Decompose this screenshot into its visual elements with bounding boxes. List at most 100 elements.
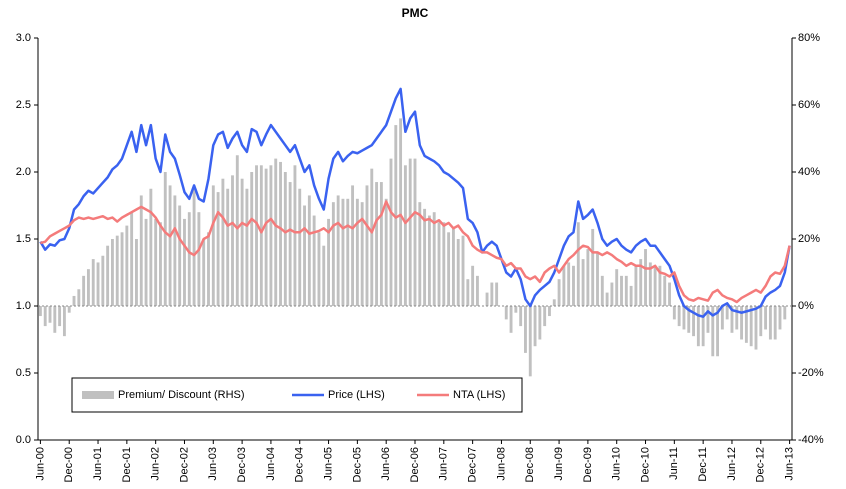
- bar: [187, 212, 191, 306]
- bar: [427, 215, 431, 306]
- x-tick-label: Jun-02: [150, 447, 162, 481]
- bar: [562, 265, 566, 306]
- x-tick-label: Jun-04: [265, 447, 277, 481]
- bar: [72, 295, 76, 306]
- y-tick-label: 0.0: [16, 434, 31, 446]
- bar: [183, 218, 186, 306]
- bar: [692, 306, 695, 337]
- bar: [67, 306, 71, 313]
- legend-label: Premium/ Discount (RHS): [118, 389, 245, 401]
- x-tick-label: Dec-10: [639, 447, 651, 482]
- bar: [514, 306, 518, 313]
- bar: [365, 185, 369, 306]
- bar: [677, 306, 681, 327]
- bar: [231, 175, 234, 306]
- legend-swatch: [82, 391, 114, 399]
- bar: [173, 195, 177, 306]
- bar: [370, 168, 374, 306]
- bar: [519, 306, 523, 327]
- bar: [485, 292, 489, 306]
- bar: [639, 259, 643, 306]
- bar: [447, 232, 451, 306]
- bar: [135, 239, 138, 306]
- bar: [701, 306, 705, 347]
- y2-tick-label: 60%: [798, 99, 820, 111]
- bar: [307, 195, 311, 306]
- bar: [331, 202, 335, 306]
- bar: [653, 265, 657, 306]
- y2-tick-label: 80%: [798, 32, 820, 44]
- y-tick-label: 3.0: [16, 32, 31, 44]
- x-tick-label: Jun-08: [495, 447, 507, 481]
- x-tick-label: Jun-11: [668, 447, 680, 480]
- x-tick-label: Dec-00: [63, 447, 75, 482]
- bar: [538, 306, 542, 340]
- bar: [235, 155, 239, 306]
- bar: [211, 185, 215, 306]
- bar: [624, 275, 628, 306]
- bar: [384, 198, 388, 306]
- bar: [274, 158, 278, 306]
- y2-tick-label: -40%: [798, 434, 824, 446]
- bar: [672, 306, 676, 320]
- bar: [706, 306, 710, 333]
- bar: [744, 306, 748, 343]
- bar: [730, 306, 734, 333]
- bar: [327, 218, 330, 306]
- bar: [586, 249, 590, 306]
- bar: [754, 306, 758, 350]
- y-tick-label: 2.0: [16, 166, 31, 178]
- bar: [658, 265, 662, 306]
- bar: [86, 269, 90, 306]
- bar: [682, 306, 686, 330]
- bar: [418, 202, 422, 306]
- bar: [221, 178, 225, 306]
- x-tick-label: Jun-01: [92, 447, 104, 481]
- bar: [596, 252, 599, 306]
- bar: [548, 306, 551, 317]
- bar: [552, 299, 556, 306]
- bar: [600, 275, 604, 306]
- bar: [399, 118, 403, 307]
- bar: [101, 255, 105, 306]
- bar: [432, 212, 436, 306]
- bar: [375, 182, 379, 306]
- bar: [96, 262, 100, 306]
- x-tick-label: Jun-09: [553, 447, 565, 481]
- bar: [303, 205, 306, 306]
- bar: [154, 218, 158, 306]
- bar: [504, 306, 508, 320]
- bar: [197, 212, 201, 306]
- bar: [533, 306, 537, 347]
- bar: [207, 232, 210, 306]
- bar: [336, 195, 340, 306]
- bar: [110, 239, 114, 306]
- bar: [115, 235, 119, 306]
- bar: [250, 172, 254, 306]
- y-tick-label: 1.0: [16, 300, 31, 312]
- bar: [139, 195, 143, 306]
- x-tick-label: Dec-01: [121, 447, 133, 482]
- bar: [557, 279, 561, 306]
- y-tick-label: 2.5: [16, 99, 31, 111]
- x-tick-label: Dec-07: [467, 447, 479, 482]
- bar: [62, 306, 66, 337]
- y2-tick-label: -20%: [798, 367, 824, 379]
- bar: [716, 306, 720, 357]
- bar: [740, 306, 744, 340]
- bar: [509, 306, 513, 333]
- bar: [159, 222, 162, 306]
- y2-tick-label: 20%: [798, 233, 820, 245]
- bar: [125, 225, 129, 306]
- y-tick-label: 1.5: [16, 233, 31, 245]
- bar: [759, 306, 763, 337]
- bar: [149, 188, 153, 306]
- bar: [615, 269, 619, 306]
- bar: [106, 245, 110, 306]
- bar: [495, 282, 499, 306]
- bar: [288, 182, 292, 306]
- bar: [120, 232, 124, 306]
- bar: [293, 165, 297, 306]
- bar: [605, 292, 609, 306]
